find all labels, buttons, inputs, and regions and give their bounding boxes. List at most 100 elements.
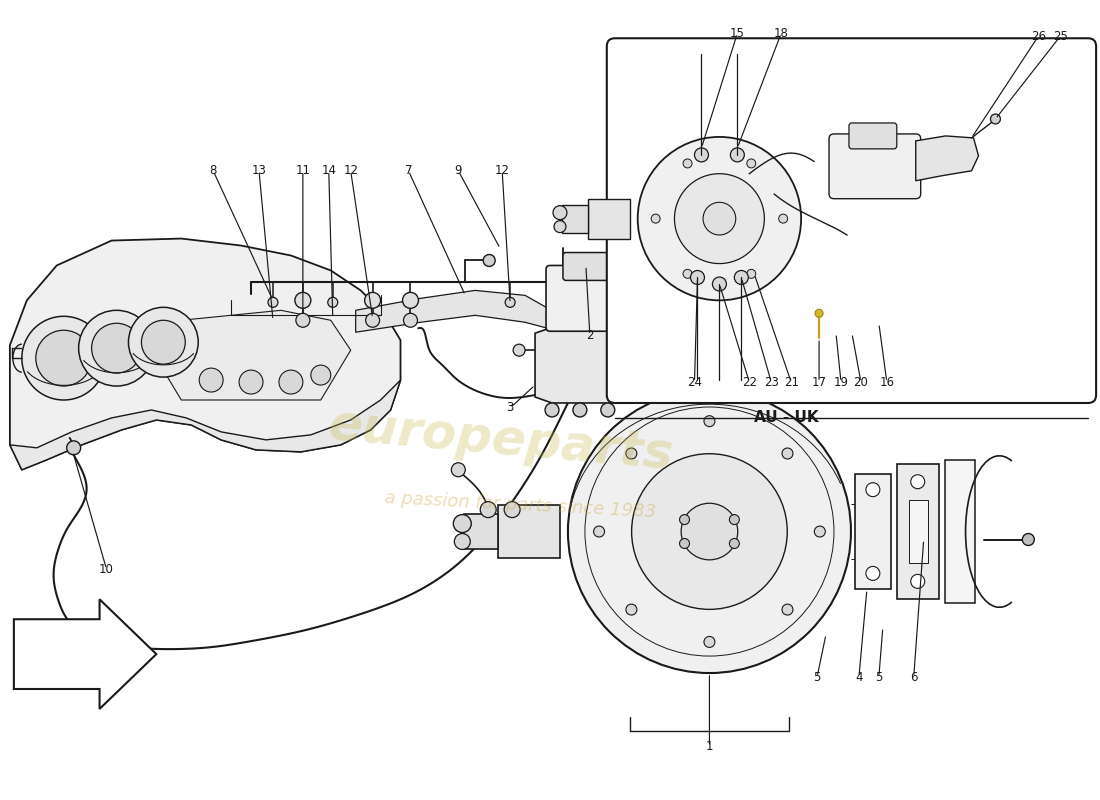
- Circle shape: [36, 330, 91, 386]
- Circle shape: [279, 370, 302, 394]
- Circle shape: [814, 526, 825, 537]
- Text: 10: 10: [99, 563, 114, 576]
- Circle shape: [638, 137, 801, 300]
- Circle shape: [681, 503, 738, 560]
- Circle shape: [311, 365, 331, 385]
- Circle shape: [22, 316, 106, 400]
- Polygon shape: [10, 238, 400, 470]
- Polygon shape: [10, 380, 400, 470]
- Circle shape: [78, 310, 154, 386]
- Circle shape: [735, 270, 748, 285]
- Circle shape: [704, 416, 715, 426]
- Circle shape: [990, 114, 1000, 124]
- Circle shape: [683, 270, 692, 278]
- Circle shape: [747, 159, 756, 168]
- FancyBboxPatch shape: [546, 266, 626, 331]
- Circle shape: [594, 526, 605, 537]
- Circle shape: [729, 514, 739, 525]
- Circle shape: [404, 314, 418, 327]
- Circle shape: [680, 514, 690, 525]
- Circle shape: [626, 604, 637, 615]
- Circle shape: [866, 482, 880, 497]
- FancyBboxPatch shape: [563, 253, 608, 281]
- Circle shape: [481, 502, 496, 518]
- Circle shape: [553, 206, 566, 220]
- Text: 18: 18: [773, 26, 789, 40]
- Circle shape: [683, 159, 692, 168]
- Circle shape: [651, 214, 660, 223]
- Text: 8: 8: [209, 164, 217, 178]
- Circle shape: [483, 254, 495, 266]
- Text: 19: 19: [834, 375, 848, 389]
- Text: 5: 5: [876, 670, 882, 683]
- Text: 21: 21: [783, 375, 799, 389]
- Circle shape: [67, 441, 80, 455]
- Text: 4: 4: [855, 670, 862, 683]
- Text: 12: 12: [495, 164, 509, 178]
- Circle shape: [631, 454, 788, 610]
- Circle shape: [866, 566, 880, 580]
- Circle shape: [601, 403, 615, 417]
- Text: 5: 5: [813, 670, 821, 683]
- Polygon shape: [355, 290, 556, 332]
- Circle shape: [129, 307, 198, 377]
- Circle shape: [504, 502, 520, 518]
- Circle shape: [782, 604, 793, 615]
- FancyBboxPatch shape: [849, 123, 896, 149]
- Text: 24: 24: [688, 375, 702, 389]
- Circle shape: [513, 344, 525, 356]
- Text: europeparts: europeparts: [326, 401, 674, 479]
- Circle shape: [239, 370, 263, 394]
- Text: 16: 16: [879, 375, 894, 389]
- Polygon shape: [915, 136, 979, 181]
- Circle shape: [403, 292, 418, 308]
- Text: a passion for parts since 1983: a passion for parts since 1983: [384, 489, 657, 521]
- Text: 14: 14: [321, 164, 337, 178]
- Bar: [562, 205, 587, 233]
- Circle shape: [573, 403, 587, 417]
- Text: 23: 23: [763, 375, 779, 389]
- Circle shape: [505, 298, 515, 307]
- Text: 26: 26: [1031, 30, 1046, 42]
- Circle shape: [779, 214, 788, 223]
- Circle shape: [91, 323, 142, 373]
- Polygon shape: [14, 599, 156, 709]
- Bar: [587, 198, 629, 238]
- Text: 9: 9: [454, 164, 462, 178]
- Circle shape: [729, 538, 739, 549]
- Text: AU - UK: AU - UK: [755, 410, 818, 426]
- Circle shape: [1022, 534, 1034, 546]
- Circle shape: [680, 538, 690, 549]
- FancyBboxPatch shape: [829, 134, 921, 198]
- Circle shape: [328, 298, 338, 307]
- Circle shape: [568, 390, 851, 673]
- Circle shape: [296, 314, 310, 327]
- Circle shape: [911, 474, 925, 489]
- Circle shape: [694, 148, 708, 162]
- Circle shape: [674, 174, 764, 263]
- FancyBboxPatch shape: [855, 474, 891, 590]
- Circle shape: [454, 534, 471, 550]
- Text: 6: 6: [910, 670, 917, 683]
- Text: 15: 15: [730, 26, 745, 40]
- Polygon shape: [152, 310, 351, 400]
- Text: 2: 2: [586, 329, 594, 342]
- Circle shape: [730, 148, 745, 162]
- Polygon shape: [535, 327, 628, 403]
- Text: 13: 13: [252, 164, 266, 178]
- Circle shape: [199, 368, 223, 392]
- Bar: [498, 505, 560, 558]
- Circle shape: [782, 448, 793, 459]
- Circle shape: [453, 514, 471, 533]
- Bar: [909, 500, 927, 563]
- Text: 25: 25: [1053, 30, 1068, 42]
- Text: 22: 22: [741, 375, 757, 389]
- Circle shape: [544, 403, 559, 417]
- Circle shape: [268, 298, 278, 307]
- Circle shape: [747, 270, 756, 278]
- FancyBboxPatch shape: [896, 464, 938, 599]
- FancyBboxPatch shape: [607, 38, 1096, 403]
- Circle shape: [815, 310, 823, 318]
- Circle shape: [713, 277, 726, 291]
- Bar: [464, 514, 498, 550]
